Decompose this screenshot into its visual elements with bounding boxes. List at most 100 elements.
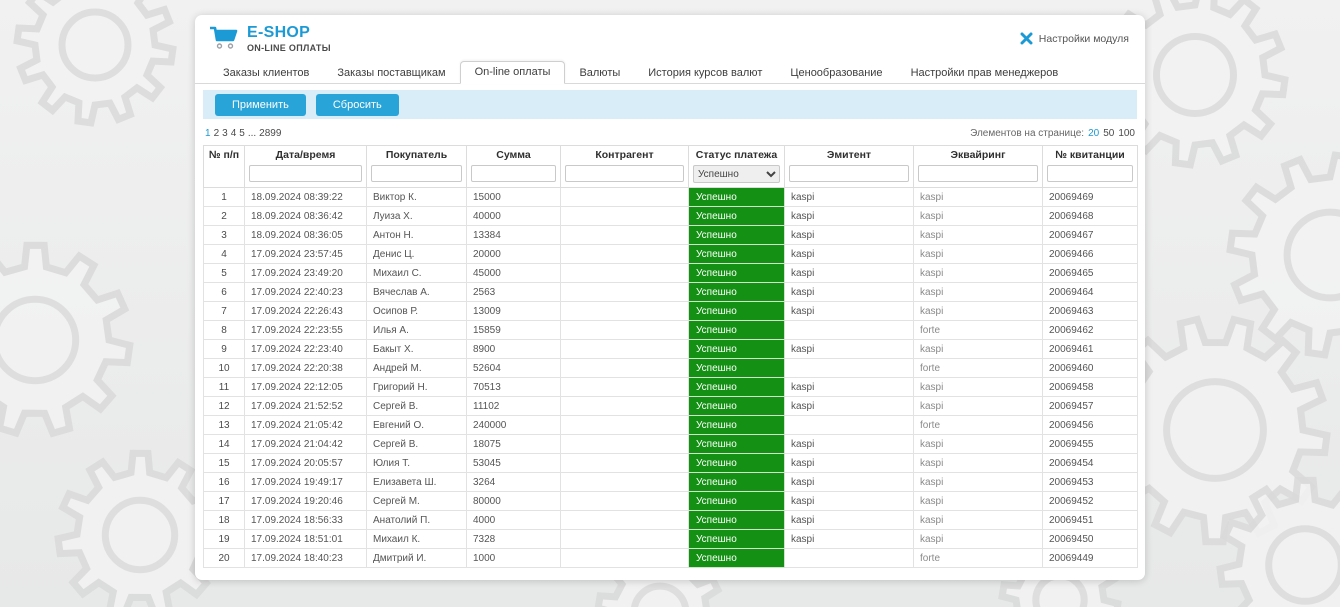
cell-sum: 4000 (466, 510, 561, 531)
tab-3[interactable]: On-line оплаты (459, 61, 566, 84)
cell-n: 15 (203, 453, 245, 474)
tab-6[interactable]: Ценообразование (790, 67, 883, 79)
filter-input-sum[interactable] (471, 165, 556, 183)
module-settings-link[interactable]: Настройки модуля (1020, 32, 1129, 45)
cell-ctr (560, 434, 689, 455)
page-size-option[interactable]: 50 (1103, 128, 1115, 139)
filter-input-rec[interactable] (1047, 165, 1133, 183)
page-size-option[interactable]: 20 (1088, 128, 1100, 139)
cell-acq: kaspi (913, 434, 1043, 455)
page-size-selector: Элементов на странице: 20 50 100 (970, 128, 1135, 139)
cell-dt: 17.09.2024 21:04:42 (244, 434, 367, 455)
cell-status: Успешно (688, 263, 785, 284)
cell-acq: forte (913, 358, 1043, 379)
tab-4[interactable]: Валюты (579, 67, 621, 79)
table-row: 20 17.09.2024 18:40:23 Дмитрий И. 1000 Успеш… (203, 548, 1138, 569)
cell-rec: 20069460 (1042, 358, 1138, 379)
cell-ctr (560, 415, 689, 436)
page-link: ... (247, 128, 257, 139)
column-header-iss: Эмитент (784, 144, 914, 189)
table-row: 1 18.09.2024 08:39:22 Виктор К. 15000 Успешн… (203, 187, 1138, 208)
cell-rec: 20069451 (1042, 510, 1138, 531)
cell-status: Успешно (688, 301, 785, 322)
cell-status: Успешно (688, 529, 785, 550)
cell-status: Успешно (688, 453, 785, 474)
tab-7[interactable]: Настройки прав менеджеров (910, 67, 1059, 79)
table-row: 9 17.09.2024 22:23:40 Бакыт Х. 8900 Успешно k… (203, 339, 1138, 360)
cell-status: Успешно (688, 320, 785, 341)
table-row: 5 17.09.2024 23:49:20 Михаил С. 45000 Успешн… (203, 263, 1138, 284)
cell-acq: kaspi (913, 453, 1043, 474)
cell-acq: forte (913, 415, 1043, 436)
cell-dt: 17.09.2024 18:40:23 (244, 548, 367, 569)
table-header-row: № п/п Дата/время Покупатель Сумма Контрагент… (203, 144, 1138, 189)
tab-2[interactable]: Заказы поставщикам (337, 67, 446, 79)
cell-sum: 53045 (466, 453, 561, 474)
cell-n: 1 (203, 187, 245, 208)
cell-n: 19 (203, 529, 245, 550)
cell-sum: 45000 (466, 263, 561, 284)
cell-sum: 7328 (466, 529, 561, 550)
cell-status: Успешно (688, 472, 785, 493)
cell-rec: 20069467 (1042, 225, 1138, 246)
cell-iss: kaspi (784, 301, 914, 322)
page-link[interactable]: 5 (239, 128, 245, 139)
page-size-option[interactable]: 100 (1118, 128, 1135, 139)
cell-sum: 240000 (466, 415, 561, 436)
pagination-row: 1 2 3 4 5... 2899 Элементов на странице: 20 50 1… (205, 128, 1135, 139)
table-row: 14 17.09.2024 21:04:42 Сергей В. 18075 Успеш… (203, 434, 1138, 455)
cell-buyer: Анатолий П. (366, 510, 467, 531)
table-row: 13 17.09.2024 21:05:42 Евгений О. 240000 Усп… (203, 415, 1138, 436)
cell-iss (784, 358, 914, 379)
cell-ctr (560, 510, 689, 531)
table-row: 4 17.09.2024 23:57:45 Денис Ц. 20000 Успешно… (203, 244, 1138, 265)
page-link[interactable]: 1 (205, 128, 211, 139)
cell-iss: kaspi (784, 491, 914, 512)
cell-n: 18 (203, 510, 245, 531)
cell-status: Успешно (688, 282, 785, 303)
filter-input-acq[interactable] (918, 165, 1038, 183)
page-link[interactable]: 4 (230, 128, 237, 139)
column-header-sum: Сумма (466, 144, 561, 189)
cell-rec: 20069450 (1042, 529, 1138, 550)
cell-n: 2 (203, 206, 245, 227)
cell-buyer: Виктор К. (366, 187, 467, 208)
reset-button[interactable]: Сбросить (315, 93, 399, 116)
page-link[interactable]: 2899 (259, 128, 282, 139)
cell-dt: 17.09.2024 19:49:17 (244, 472, 367, 493)
table-row: 15 17.09.2024 20:05:57 Юлия Т. 53045 Успешно… (203, 453, 1138, 474)
cell-ctr (560, 244, 689, 265)
cell-dt: 17.09.2024 22:26:43 (244, 301, 367, 322)
cell-ctr (560, 491, 689, 512)
cell-sum: 15859 (466, 320, 561, 341)
cell-dt: 17.09.2024 22:12:05 (244, 377, 367, 398)
page-link[interactable]: 3 (222, 128, 228, 139)
page-link[interactable]: 2 (213, 128, 220, 139)
cell-rec: 20069464 (1042, 282, 1138, 303)
cell-n: 9 (203, 339, 245, 360)
cell-status: Успешно (688, 187, 785, 208)
filter-input-buyer[interactable] (371, 165, 462, 183)
cell-ctr (560, 377, 689, 398)
tab-1[interactable]: Заказы клиентов (223, 67, 310, 79)
cell-buyer: Елизавета Ш. (366, 472, 467, 493)
apply-button[interactable]: Применить (215, 93, 306, 116)
cell-rec: 20069463 (1042, 301, 1138, 322)
cell-dt: 17.09.2024 22:23:40 (244, 339, 367, 360)
cell-acq: kaspi (913, 206, 1043, 227)
column-header-status: Статус платежа Успешно (688, 144, 785, 189)
cell-rec: 20069458 (1042, 377, 1138, 398)
column-label: Дата/время (275, 149, 336, 161)
table-row: 12 17.09.2024 21:52:52 Сергей В. 11102 Успеш… (203, 396, 1138, 417)
filter-input-ctr[interactable] (565, 165, 684, 183)
cell-ctr (560, 301, 689, 322)
filter-input-iss[interactable] (789, 165, 909, 183)
tab-5[interactable]: История курсов валют (648, 67, 763, 79)
table-row: 11 17.09.2024 22:12:05 Григорий Н. 70513 Усп… (203, 377, 1138, 398)
filter-input-dt[interactable] (249, 165, 362, 183)
status-filter-select[interactable]: Успешно (693, 165, 780, 184)
cell-n: 10 (203, 358, 245, 379)
cell-n: 6 (203, 282, 245, 303)
cell-sum: 15000 (466, 187, 561, 208)
cell-ctr (560, 453, 689, 474)
